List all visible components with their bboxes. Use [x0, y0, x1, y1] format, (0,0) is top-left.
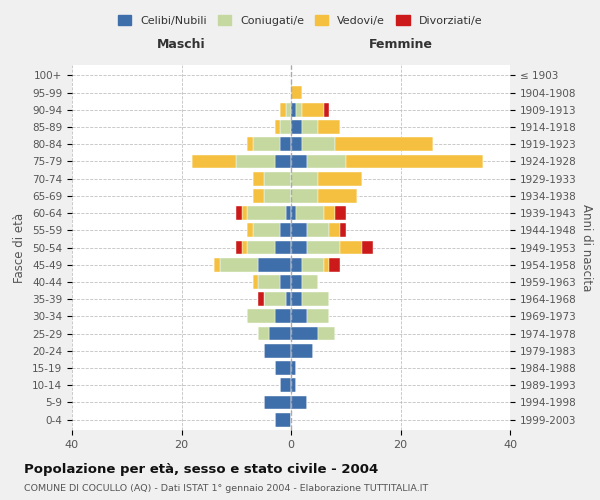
Bar — [291, 120, 302, 134]
Bar — [280, 224, 291, 237]
Bar — [291, 396, 307, 409]
Bar — [280, 103, 286, 117]
Bar — [296, 206, 324, 220]
Bar — [302, 103, 324, 117]
Bar — [286, 103, 291, 117]
Bar — [280, 275, 291, 289]
Bar — [253, 275, 258, 289]
Bar — [291, 206, 296, 220]
Bar — [275, 310, 291, 324]
Bar — [319, 120, 340, 134]
Bar — [329, 224, 340, 237]
Bar — [324, 103, 329, 117]
Bar — [324, 206, 335, 220]
Bar — [291, 240, 307, 254]
Bar — [362, 240, 373, 254]
Bar — [220, 258, 258, 272]
Bar — [291, 361, 296, 375]
Bar — [291, 138, 302, 151]
Bar — [236, 206, 242, 220]
Bar — [269, 326, 291, 340]
Bar — [275, 240, 291, 254]
Bar — [242, 206, 247, 220]
Bar — [236, 240, 242, 254]
Bar — [263, 172, 291, 185]
Legend: Celibi/Nubili, Coniugati/e, Vedovi/e, Divorziati/e: Celibi/Nubili, Coniugati/e, Vedovi/e, Di… — [113, 10, 487, 30]
Bar — [302, 258, 324, 272]
Bar — [291, 310, 307, 324]
Text: Femmine: Femmine — [368, 38, 433, 51]
Bar — [291, 224, 307, 237]
Bar — [319, 326, 335, 340]
Bar — [307, 240, 340, 254]
Bar — [258, 326, 269, 340]
Bar — [258, 292, 263, 306]
Bar — [335, 206, 346, 220]
Bar — [302, 138, 335, 151]
Bar — [280, 378, 291, 392]
Bar — [275, 361, 291, 375]
Bar — [307, 224, 329, 237]
Bar — [263, 292, 286, 306]
Bar — [291, 275, 302, 289]
Text: Popolazione per età, sesso e stato civile - 2004: Popolazione per età, sesso e stato civil… — [24, 462, 378, 475]
Bar — [335, 138, 433, 151]
Bar — [329, 258, 340, 272]
Bar — [302, 292, 329, 306]
Text: COMUNE DI COCULLO (AQ) - Dati ISTAT 1° gennaio 2004 - Elaborazione TUTTITALIA.IT: COMUNE DI COCULLO (AQ) - Dati ISTAT 1° g… — [24, 484, 428, 493]
Bar — [324, 258, 329, 272]
Bar — [346, 154, 482, 168]
Text: Maschi: Maschi — [157, 38, 206, 51]
Bar — [291, 258, 302, 272]
Bar — [236, 154, 275, 168]
Bar — [340, 224, 346, 237]
Bar — [291, 154, 307, 168]
Bar — [291, 326, 319, 340]
Bar — [275, 120, 280, 134]
Bar — [302, 120, 319, 134]
Bar — [291, 378, 296, 392]
Y-axis label: Fasce di età: Fasce di età — [13, 212, 26, 282]
Bar — [296, 103, 302, 117]
Bar — [291, 86, 302, 100]
Bar — [340, 240, 362, 254]
Bar — [319, 189, 356, 202]
Bar — [253, 138, 280, 151]
Bar — [275, 154, 291, 168]
Bar — [286, 206, 291, 220]
Bar — [319, 172, 362, 185]
Y-axis label: Anni di nascita: Anni di nascita — [580, 204, 593, 291]
Bar — [253, 224, 280, 237]
Bar — [291, 103, 296, 117]
Bar — [253, 189, 263, 202]
Bar — [214, 258, 220, 272]
Bar — [247, 240, 275, 254]
Bar — [302, 275, 319, 289]
Bar — [291, 172, 319, 185]
Bar — [242, 240, 247, 254]
Bar — [247, 206, 286, 220]
Bar — [263, 189, 291, 202]
Bar — [291, 344, 313, 358]
Bar — [263, 396, 291, 409]
Bar — [263, 344, 291, 358]
Bar — [307, 154, 346, 168]
Bar — [258, 275, 280, 289]
Bar — [247, 224, 253, 237]
Bar — [258, 258, 291, 272]
Bar — [291, 189, 319, 202]
Bar — [291, 292, 302, 306]
Bar — [253, 172, 263, 185]
Bar — [275, 413, 291, 426]
Bar — [280, 120, 291, 134]
Bar — [286, 292, 291, 306]
Bar — [307, 310, 329, 324]
Bar — [193, 154, 236, 168]
Bar — [280, 138, 291, 151]
Bar — [247, 138, 253, 151]
Bar — [247, 310, 275, 324]
